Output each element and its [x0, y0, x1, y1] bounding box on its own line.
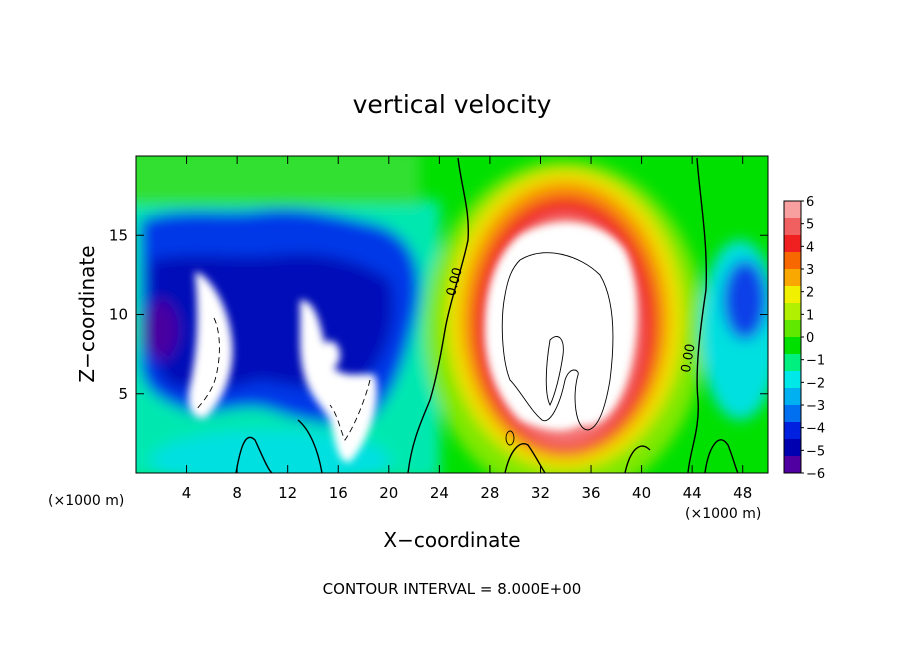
colorbar-label: 0	[806, 331, 814, 346]
colorbar-swatch	[784, 252, 801, 270]
y-tick-label: 5	[118, 385, 128, 403]
field-cyan-bottom	[150, 430, 390, 473]
chart-title: vertical velocity	[353, 90, 552, 119]
contour-zero-left	[407, 157, 470, 473]
colorbar-label: −6	[806, 467, 825, 482]
y-tick-label: 10	[109, 306, 128, 324]
y-ticks: 5 10 15	[109, 226, 768, 403]
colorbar-swatch	[784, 286, 801, 304]
field-green-top	[136, 156, 420, 205]
contour-zero-right	[687, 157, 708, 473]
colorbar-label: −4	[806, 422, 825, 437]
colorbar-label: −1	[806, 354, 825, 369]
colorbar-swatch	[784, 201, 801, 219]
x-unit-label-right: (×1000 m)	[685, 506, 761, 522]
white-downdraft-mid	[300, 300, 378, 463]
x-tick-label: 12	[278, 484, 297, 502]
colorbar-swatch	[784, 303, 801, 321]
x-unit-label-left: (×1000 m)	[48, 493, 124, 509]
colorbar-label: 2	[806, 286, 814, 301]
colorbar-swatch	[784, 388, 801, 406]
contour-zero-bottom-left	[235, 436, 273, 473]
x-tick-label: 28	[480, 484, 499, 502]
colorbar-swatch	[784, 439, 801, 457]
contour-label: 0.00	[679, 343, 699, 374]
x-tick-label: 16	[329, 484, 348, 502]
contour-downdraft-dashed-mid	[329, 379, 371, 441]
contour-label: 0.00	[444, 266, 466, 298]
colorbar-swatch	[784, 218, 801, 236]
contour-lines	[235, 157, 739, 473]
contour-interval-note: CONTOUR INTERVAL = 8.000E+00	[323, 580, 582, 598]
colorbar-label: −3	[806, 399, 825, 414]
x-tick-label: 4	[182, 484, 192, 502]
field-purple-core	[142, 300, 178, 360]
colorbar-label: 5	[806, 218, 814, 233]
x-tick-label: 48	[733, 484, 752, 502]
colorbar-swatch	[784, 337, 801, 355]
x-tick-label: 20	[379, 484, 398, 502]
contour-lines-thin	[195, 252, 614, 446]
colorbar: 6 5 4 3 2 1 0 −1 −2 −3 −4 −5 −6	[783, 195, 825, 482]
colorbar-label: 4	[806, 240, 814, 255]
plot-area	[136, 156, 768, 473]
x-tick-label: 8	[232, 484, 242, 502]
x-ticks: 4 8 12 16 20 24 28 32 36 40 44 48	[182, 156, 752, 502]
colorbar-swatch	[784, 320, 801, 338]
white-blob-small	[320, 341, 340, 369]
colorbar-swatch	[784, 405, 801, 423]
x-tick-label: 40	[632, 484, 651, 502]
contour-zero-bottom-right	[624, 445, 651, 473]
colorbar-swatch	[784, 235, 801, 253]
colorbar-label: 3	[806, 263, 814, 278]
colorbar-swatch	[784, 269, 801, 287]
colorbar-swatch	[784, 354, 801, 372]
x-axis-label: X−coordinate	[383, 528, 520, 552]
y-axis-label: Z−coordinate	[75, 245, 99, 382]
white-downdraft-left	[188, 272, 233, 419]
contour-zero-right-bottom	[704, 439, 739, 473]
colorbar-swatch	[784, 371, 801, 389]
x-tick-label: 32	[531, 484, 550, 502]
colorbar-label: −5	[806, 444, 825, 459]
x-tick-label: 36	[581, 484, 600, 502]
colorbar-label: 6	[806, 195, 814, 210]
contour-value-labels: 0.00 0.00	[444, 266, 699, 374]
colorbar-swatch	[784, 422, 801, 440]
contour-updraft-small	[505, 430, 515, 446]
field-right-blue	[723, 260, 767, 340]
white-updraft-core	[485, 222, 637, 431]
colorbar-label: −2	[806, 376, 825, 391]
contour-updraft-finger	[545, 336, 564, 407]
colorbar-swatch	[784, 456, 801, 474]
contour-downdraft-dashed-left	[195, 317, 220, 411]
x-tick-label: 24	[430, 484, 449, 502]
x-tick-label: 44	[683, 484, 702, 502]
field-downdraft-navy	[148, 253, 394, 391]
y-tick-label: 15	[109, 226, 128, 244]
contour-zero-bottom-mid	[297, 419, 323, 473]
colorbar-label: 1	[806, 308, 814, 323]
contour-updraft-inner	[501, 252, 614, 431]
